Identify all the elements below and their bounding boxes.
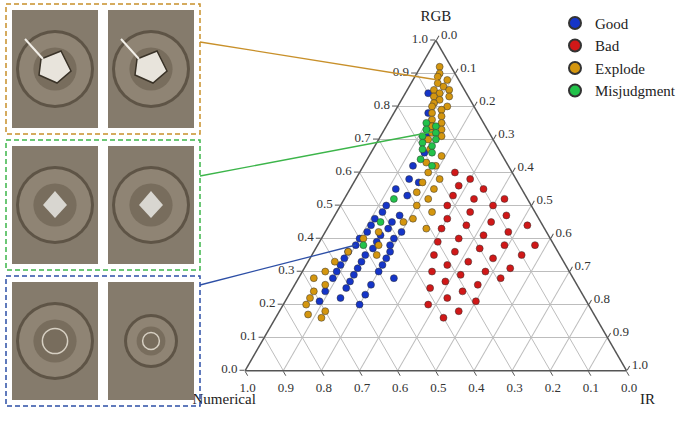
svg-text:0.5: 0.5 bbox=[536, 192, 552, 207]
svg-text:Numerical: Numerical bbox=[193, 391, 256, 407]
svg-text:0.3: 0.3 bbox=[278, 262, 294, 277]
svg-text:0.0: 0.0 bbox=[621, 380, 637, 395]
svg-text:0.4: 0.4 bbox=[517, 159, 534, 174]
svg-text:0.7: 0.7 bbox=[355, 130, 372, 145]
svg-text:Bad: Bad bbox=[595, 38, 620, 54]
svg-text:Misjudgment: Misjudgment bbox=[595, 83, 676, 99]
svg-text:0.2: 0.2 bbox=[545, 380, 561, 395]
svg-text:1.0: 1.0 bbox=[632, 357, 648, 372]
svg-text:0.8: 0.8 bbox=[374, 97, 390, 112]
svg-text:0.1: 0.1 bbox=[583, 380, 599, 395]
svg-text:0.5: 0.5 bbox=[430, 380, 446, 395]
svg-text:0.9: 0.9 bbox=[613, 324, 629, 339]
svg-text:0.5: 0.5 bbox=[316, 196, 332, 211]
svg-text:0.6: 0.6 bbox=[556, 225, 573, 240]
svg-text:0.7: 0.7 bbox=[575, 258, 592, 273]
svg-text:0.9: 0.9 bbox=[278, 380, 294, 395]
svg-text:0.8: 0.8 bbox=[316, 380, 332, 395]
svg-text:1.0: 1.0 bbox=[240, 380, 256, 395]
svg-text:Good: Good bbox=[595, 16, 629, 32]
svg-text:0.1: 0.1 bbox=[240, 328, 256, 343]
svg-text:0.6: 0.6 bbox=[336, 163, 353, 178]
svg-text:0.4: 0.4 bbox=[297, 229, 314, 244]
svg-text:0.8: 0.8 bbox=[594, 291, 610, 306]
svg-text:1.0: 1.0 bbox=[412, 31, 428, 46]
svg-text:0.3: 0.3 bbox=[506, 380, 522, 395]
svg-text:0.7: 0.7 bbox=[354, 380, 371, 395]
svg-text:0.2: 0.2 bbox=[479, 93, 495, 108]
svg-text:0.4: 0.4 bbox=[468, 380, 485, 395]
svg-text:0.3: 0.3 bbox=[498, 126, 514, 141]
svg-text:RGB: RGB bbox=[420, 8, 451, 24]
svg-text:0.6: 0.6 bbox=[392, 380, 409, 395]
svg-text:0.1: 0.1 bbox=[460, 60, 476, 75]
svg-text:IR: IR bbox=[640, 391, 655, 407]
svg-text:0.0: 0.0 bbox=[441, 27, 457, 42]
svg-text:0.2: 0.2 bbox=[259, 295, 275, 310]
svg-text:0.9: 0.9 bbox=[393, 64, 409, 79]
svg-text:Explode: Explode bbox=[595, 61, 645, 77]
svg-text:0.0: 0.0 bbox=[221, 361, 237, 376]
